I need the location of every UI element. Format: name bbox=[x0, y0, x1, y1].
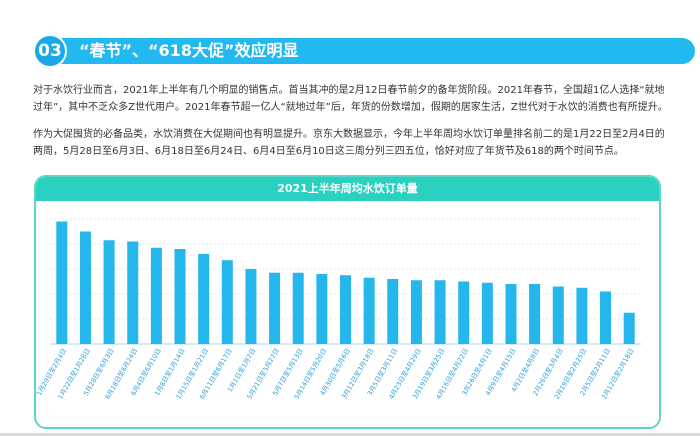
bar-chart: 1月29日至2月4日1月22日至1月28日5月28日至6月3日6月18日至6月2… bbox=[36, 218, 641, 401]
bar bbox=[529, 284, 541, 344]
bar bbox=[387, 279, 399, 344]
paragraph-intro: 对于水饮行业而言，2021年上半年有几个明显的销售点。首当其冲的是2月12日春节… bbox=[33, 85, 668, 113]
bar bbox=[221, 260, 233, 344]
bar bbox=[434, 280, 446, 344]
bar bbox=[576, 287, 588, 344]
chart-title: 2021上半年周均水饮订单量 bbox=[36, 177, 659, 201]
bar bbox=[363, 277, 375, 344]
bar bbox=[552, 286, 564, 344]
bar bbox=[458, 281, 470, 344]
bar bbox=[198, 254, 210, 344]
bar bbox=[174, 249, 186, 344]
bar bbox=[56, 221, 68, 344]
bar bbox=[103, 240, 115, 344]
section-number-badge: 03 bbox=[33, 34, 67, 68]
bar bbox=[623, 312, 635, 344]
bar bbox=[410, 280, 422, 344]
paragraph-promo: 作为大促囤货的必备品类，水饮消费在大促期间也有明显提升。京东大数据显示，今年上半… bbox=[33, 129, 665, 157]
chart-card: 1月29日至2月4日 1月22日至1月28日 5月28日至6月3日 6月18日至6月2… bbox=[34, 175, 661, 429]
bar bbox=[127, 241, 139, 344]
section-header-bar bbox=[51, 38, 695, 64]
footer-divider bbox=[0, 433, 700, 436]
bar bbox=[150, 247, 162, 344]
bar bbox=[245, 269, 257, 344]
bar bbox=[79, 231, 91, 344]
bar bbox=[292, 272, 304, 344]
bar bbox=[316, 274, 328, 344]
bar bbox=[600, 291, 612, 344]
bar bbox=[505, 284, 517, 344]
bar bbox=[340, 275, 351, 344]
section-title: “春节”、“618大促”效应明显 bbox=[79, 41, 299, 60]
section-header: 03 “春节”、“618大促”效应明显 bbox=[33, 34, 695, 68]
bar bbox=[269, 272, 281, 344]
bar bbox=[481, 282, 493, 344]
